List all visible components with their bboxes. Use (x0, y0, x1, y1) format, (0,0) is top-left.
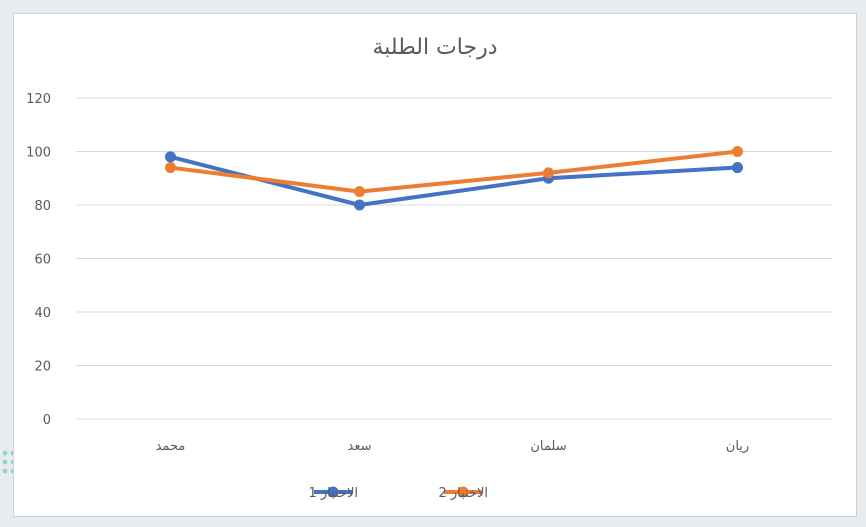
legend-marker (457, 486, 469, 498)
chart-frame: درجات الطلبة 0 20 40 60 80 100 120 محمد سعد سلما… (13, 13, 857, 517)
y-axis-tick-labels: 0 20 40 60 80 100 120 (26, 92, 51, 428)
data-point (354, 186, 365, 198)
line-chart: درجات الطلبة 0 20 40 60 80 100 120 محمد سعد سلما… (26, 35, 832, 501)
data-point (732, 146, 743, 157)
data-point (732, 162, 743, 174)
data-point (543, 167, 554, 179)
y-tick-label: 20 (34, 360, 51, 375)
legend-label: الاختبار 1 (308, 486, 358, 501)
data-point (165, 162, 176, 174)
y-tick-label: 40 (34, 306, 51, 321)
data-point (165, 151, 176, 163)
series-line-2 (168, 149, 740, 194)
data-point (354, 199, 365, 211)
chart-title: درجات الطلبة (372, 35, 497, 60)
gridlines (76, 97, 832, 420)
y-tick-label: 120 (26, 92, 51, 107)
x-tick-label: سلمان (530, 439, 566, 454)
legend: الاختبار 1 الاختبار 2 (308, 486, 488, 501)
y-tick-label: 60 (34, 253, 51, 268)
y-tick-label: 100 (26, 146, 51, 161)
x-tick-label: سعد (348, 439, 372, 454)
y-tick-label: 80 (34, 199, 51, 214)
series-lines (165, 146, 743, 211)
x-tick-label: ريان (726, 439, 749, 454)
legend-marker (327, 486, 339, 498)
x-tick-label: محمد (156, 439, 186, 454)
legend-label: الاختبار 2 (438, 486, 488, 501)
x-axis-tick-labels: محمد سعد سلمان ريان (156, 439, 750, 454)
y-tick-label: 0 (43, 413, 51, 428)
